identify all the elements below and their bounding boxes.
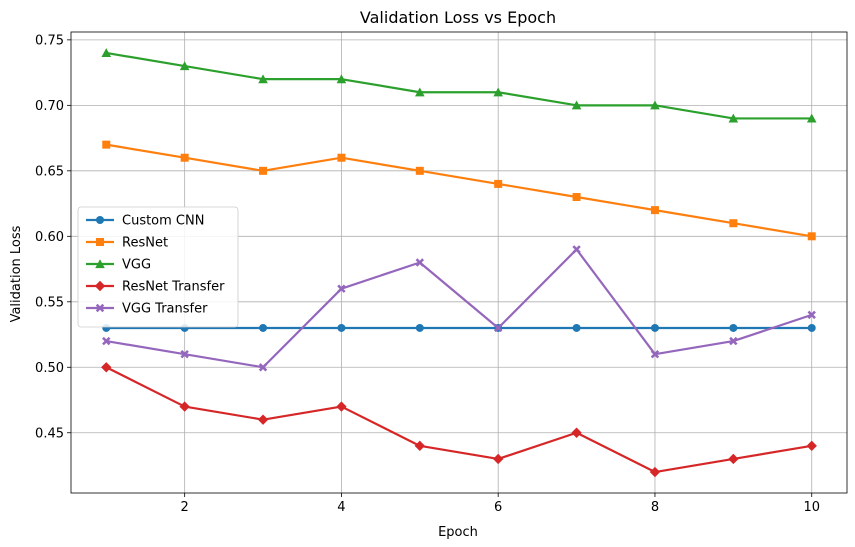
data-point-resnet-transfer (649, 466, 661, 478)
x-tick-label: 2 (181, 500, 189, 515)
data-point-resnet-transfer (336, 401, 347, 412)
data-point-vgg-transfer (415, 258, 425, 267)
data-point-vgg (571, 100, 582, 110)
data-point-resnet (180, 153, 189, 162)
data-point-custom-cnn (650, 323, 659, 332)
y-tick-label: 0.55 (35, 295, 64, 310)
y-tick-label: 0.50 (35, 361, 64, 376)
data-point-resnet-transfer (492, 453, 504, 465)
data-point-custom-cnn (337, 323, 346, 332)
data-point-custom-cnn (415, 323, 424, 332)
chart-title: Validation Loss vs Epoch (360, 8, 556, 27)
series-line-resnet-transfer (105, 366, 812, 474)
series-vgg (101, 48, 817, 123)
data-point-vgg (415, 87, 425, 97)
legend: Custom CNN ResNet VGG ResNet Transfer VGG Tr… (77, 206, 239, 328)
y-axis-label: Validation Loss (9, 225, 24, 322)
legend-label-vgg-transfer: VGG Transfer (122, 302, 208, 317)
y-tick-label: 0.70 (35, 99, 64, 114)
y-tick-label: 0.60 (35, 230, 64, 245)
series-vgg-transfer (102, 245, 816, 372)
legend-marker-vgg-transfer (95, 303, 105, 313)
legend-marker-custom-cnn (96, 216, 104, 224)
data-point-resnet-transfer (571, 427, 582, 438)
data-point-resnet (729, 219, 738, 228)
data-point-resnet-transfer (257, 414, 269, 425)
series-line-resnet (106, 143, 812, 238)
x-tick-label: 8 (651, 500, 659, 515)
plot-frame (70, 31, 848, 494)
data-point-resnet-transfer (414, 440, 426, 452)
series-line-vgg-transfer (106, 248, 813, 369)
legend-label-resnet-transfer: ResNet Transfer (122, 280, 225, 295)
data-point-vgg (179, 61, 190, 71)
data-point-custom-cnn (259, 323, 268, 332)
data-point-resnet-transfer (806, 440, 817, 452)
data-point-vgg (728, 113, 739, 123)
data-point-custom-cnn (729, 323, 738, 332)
series-resnet (102, 140, 816, 241)
legend-label-vgg: VGG (122, 258, 151, 273)
legend-marker-vgg (95, 259, 105, 269)
series-resnet-transfer (101, 362, 817, 478)
x-tick-label: 6 (494, 500, 502, 515)
data-point-custom-cnn (807, 323, 816, 332)
data-point-resnet (572, 193, 581, 202)
axis-ticks: 2 4 6 8 10 0.45 0.50 0.55 0.60 0.65 0.70 0.75 (35, 33, 820, 515)
data-point-vgg (101, 48, 112, 58)
data-point-resnet (807, 232, 816, 241)
data-point-custom-cnn (572, 323, 581, 332)
data-point-resnet (102, 140, 111, 149)
data-point-vgg-transfer (729, 336, 738, 346)
series-line-vgg (106, 51, 812, 120)
data-point-vgg (336, 74, 347, 84)
data-point-resnet-transfer (179, 401, 190, 412)
data-point-resnet-transfer (101, 362, 112, 373)
data-point-vgg-transfer (258, 363, 268, 372)
data-point-vgg (258, 74, 268, 84)
data-point-resnet (415, 166, 424, 175)
x-tick-label: 4 (337, 500, 345, 515)
x-axis-label: Epoch (438, 525, 478, 540)
y-tick-label: 0.75 (35, 33, 64, 48)
data-point-vgg-transfer (650, 349, 660, 359)
grid (71, 32, 847, 493)
data-point-resnet (650, 206, 659, 215)
legend-marker-resnet (96, 238, 104, 246)
legend-label-resnet: ResNet (122, 236, 168, 251)
y-tick-label: 0.45 (35, 426, 64, 441)
x-tick-label: 10 (803, 500, 820, 515)
data-point-vgg-transfer (493, 323, 503, 333)
data-point-vgg-transfer (807, 310, 816, 320)
series-layer (101, 48, 817, 478)
data-point-vgg-transfer (337, 284, 346, 293)
data-point-vgg (493, 87, 503, 97)
data-point-resnet-transfer (728, 453, 739, 465)
data-point-vgg (650, 100, 660, 110)
legend-label-custom-cnn: Custom CNN (122, 214, 204, 229)
data-point-resnet (494, 179, 503, 188)
data-point-vgg-transfer (572, 245, 581, 254)
data-point-resnet (337, 153, 346, 162)
data-point-vgg-transfer (102, 336, 111, 346)
legend-marker-resnet-transfer (94, 280, 106, 292)
legend-box (77, 206, 239, 328)
data-point-resnet (259, 166, 268, 175)
data-point-vgg (806, 113, 817, 123)
y-tick-label: 0.65 (35, 164, 64, 179)
data-point-vgg-transfer (180, 349, 189, 359)
